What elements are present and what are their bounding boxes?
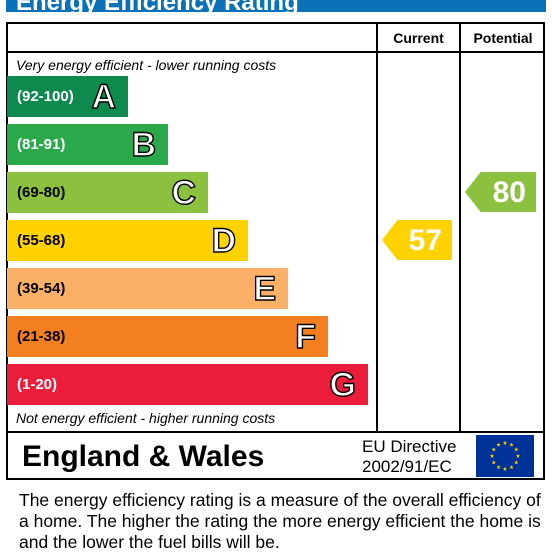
band-letter-label: B bbox=[131, 125, 157, 164]
eu-star-icon bbox=[491, 447, 496, 452]
band-letter-label: E bbox=[253, 269, 277, 308]
footer-divider bbox=[6, 431, 545, 433]
potential-rating-arrow: 80 bbox=[465, 172, 536, 212]
eu-star-icon bbox=[502, 440, 508, 445]
band-d: (55-68) D bbox=[7, 220, 248, 261]
band-range-label: (55-68) bbox=[17, 232, 66, 249]
eu-star-icon bbox=[514, 447, 519, 452]
potential-rating-arrow-value: 80 bbox=[492, 176, 526, 209]
eu-star-icon bbox=[514, 460, 519, 465]
band-range-label: (21-38) bbox=[17, 328, 66, 345]
eu-star-icon bbox=[496, 464, 501, 470]
current-column-divider bbox=[376, 22, 378, 431]
band-g: (1-20) G bbox=[7, 364, 368, 405]
eu-flag-icon bbox=[476, 435, 534, 477]
top-note: Very energy efficient - lower running co… bbox=[16, 57, 277, 73]
band-letter-label: A bbox=[91, 77, 117, 116]
current-rating-arrow: 57 bbox=[382, 220, 452, 260]
band-range-label: (1-20) bbox=[17, 376, 58, 393]
current-rating-arrow-value: 57 bbox=[408, 224, 442, 257]
description-text: The energy efficiency rating is a measur… bbox=[19, 490, 541, 552]
potential-column-header: Potential bbox=[473, 30, 533, 46]
potential-column-divider bbox=[459, 22, 461, 431]
band-a: (92-100) A bbox=[7, 76, 128, 117]
region-label: England & Wales bbox=[22, 440, 265, 473]
directive-line-2: 2002/91/EC bbox=[362, 457, 452, 476]
eu-star-icon bbox=[489, 453, 495, 458]
bottom-note: Not energy efficient - higher running co… bbox=[16, 410, 276, 426]
eu-star-icon bbox=[509, 464, 514, 470]
current-column-header: Current bbox=[393, 30, 444, 46]
title-bar bbox=[6, 0, 546, 12]
eu-star-icon bbox=[515, 453, 521, 458]
eu-star-icon bbox=[491, 460, 496, 465]
band-letter-label: D bbox=[211, 221, 237, 260]
eu-star-icon bbox=[502, 466, 508, 471]
band-c: (69-80) C bbox=[7, 172, 208, 213]
band-letter-label: C bbox=[171, 173, 197, 212]
band-b: (81-91) B bbox=[7, 124, 168, 165]
header-divider bbox=[6, 51, 545, 53]
chart-title: Energy Efficiency Rating bbox=[16, 0, 299, 16]
band-letter-label: G bbox=[329, 365, 357, 404]
band-range-label: (92-100) bbox=[17, 88, 74, 105]
band-range-label: (81-91) bbox=[17, 136, 66, 153]
directive-line-1: EU Directive bbox=[362, 437, 457, 456]
band-f: (21-38) F bbox=[7, 316, 328, 357]
band-range-label: (39-54) bbox=[17, 280, 66, 297]
eu-directive: EU Directive 2002/91/EC bbox=[362, 437, 472, 477]
band-letter-label: F bbox=[295, 317, 317, 356]
band-range-label: (69-80) bbox=[17, 184, 66, 201]
eu-star-icon bbox=[509, 442, 514, 447]
band-e: (39-54) E bbox=[7, 268, 288, 309]
eu-star-icon bbox=[496, 442, 501, 447]
